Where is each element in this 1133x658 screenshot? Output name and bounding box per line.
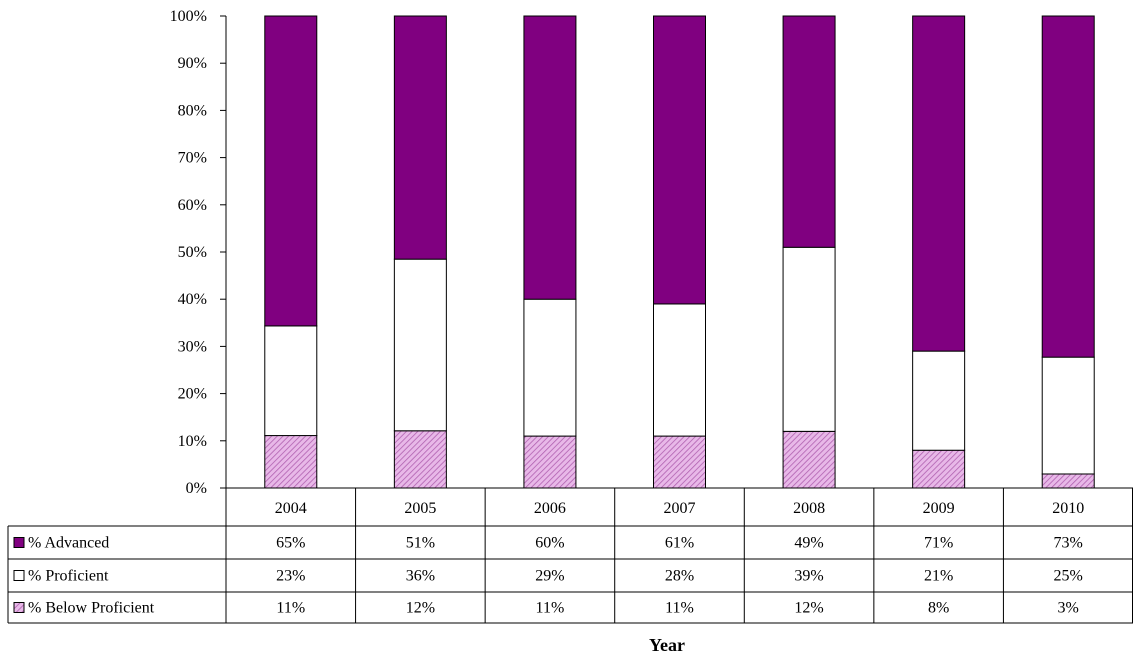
bar-advanced-2007 [653,15,706,305]
legend-key-label: % Advanced [28,535,109,552]
data-table-cell: 3% [1058,600,1079,617]
y-tick-label: 0% [186,480,207,497]
bar-below-proficient-2007 [653,435,706,489]
bar-below-proficient-2006 [523,435,577,489]
data-table-cell: 11% [665,600,694,617]
data-table-cell: 29% [535,568,564,585]
data-table-cell: 65% [276,535,305,552]
bar-proficient-2010 [1041,356,1095,475]
data-table-cell: 71% [924,535,953,552]
data-table-cell: 23% [276,568,305,585]
x-tick-label: 2009 [923,500,955,517]
bar-advanced-2008 [782,15,836,248]
bar-proficient-2009 [912,350,966,451]
bar-advanced-2009 [912,15,966,352]
x-tick-label: 2010 [1052,500,1084,517]
y-tick-label: 30% [178,338,207,355]
bar-proficient-2005 [393,258,447,432]
data-table-cell: 36% [406,568,435,585]
data-table-cell: 28% [665,568,694,585]
data-table-cell: 11% [276,600,305,617]
x-axis-label: Year [649,635,685,655]
legend-key-swatch [13,602,25,613]
bar-advanced-2005 [393,15,447,260]
bar-proficient-2006 [523,298,577,437]
x-tick-label: 2004 [275,500,307,517]
bar-below-proficient-2004 [264,435,318,489]
bar-advanced-2006 [523,15,577,300]
data-table: 2004 2005 2006 2007 2008 2009 2010 % Advanced 65… [7,487,1133,624]
x-tick-label: 2007 [664,500,696,517]
bar-proficient-2007 [653,303,706,437]
x-tick-label: 2008 [793,500,825,517]
data-table-cell: 60% [535,535,564,552]
x-tick-label: 2006 [534,500,566,517]
y-tick-label: 50% [178,244,207,261]
y-tick-label: 90% [178,55,207,72]
data-table-cell: 49% [794,535,823,552]
data-table-cell: 25% [1054,568,1083,585]
bar-advanced-2004 [264,15,318,327]
data-table-cell: 51% [406,535,435,552]
y-tick-label: 10% [178,433,207,450]
y-tick-label: 40% [178,291,207,308]
bar-below-proficient-2010 [1041,473,1095,489]
data-table-cell: 11% [536,600,565,617]
bar-proficient-2004 [264,325,318,437]
y-tick-label: 100% [170,8,207,25]
data-table-cell: 12% [794,600,823,617]
legend-key-swatch [13,537,25,548]
y-tick-label: 80% [178,102,207,119]
legend-key-label: % Proficient [28,568,109,585]
y-tick-label: 60% [178,197,207,214]
bar-below-proficient-2008 [782,430,836,489]
bar-advanced-2010 [1041,15,1095,358]
data-table-cell: 39% [794,568,823,585]
bar-below-proficient-2009 [912,449,966,489]
data-table-cell: 61% [665,535,694,552]
legend-key-label: % Below Proficient [28,600,155,617]
bar-below-proficient-2005 [393,430,447,489]
x-tick-label: 2005 [404,500,436,517]
data-table-cell: 8% [928,600,949,617]
bar-proficient-2008 [782,246,836,432]
y-axis: 0% 10% 20% 30% 40% 50% 60% 70% 80% 90% 100% [170,8,227,497]
data-table-cell: 12% [406,600,435,617]
legend-key-swatch [13,570,25,581]
plot-area [264,15,1095,489]
data-table-cell: 73% [1054,535,1083,552]
y-tick-label: 70% [178,150,207,167]
y-tick-label: 20% [178,386,207,403]
data-table-cell: 21% [924,568,953,585]
